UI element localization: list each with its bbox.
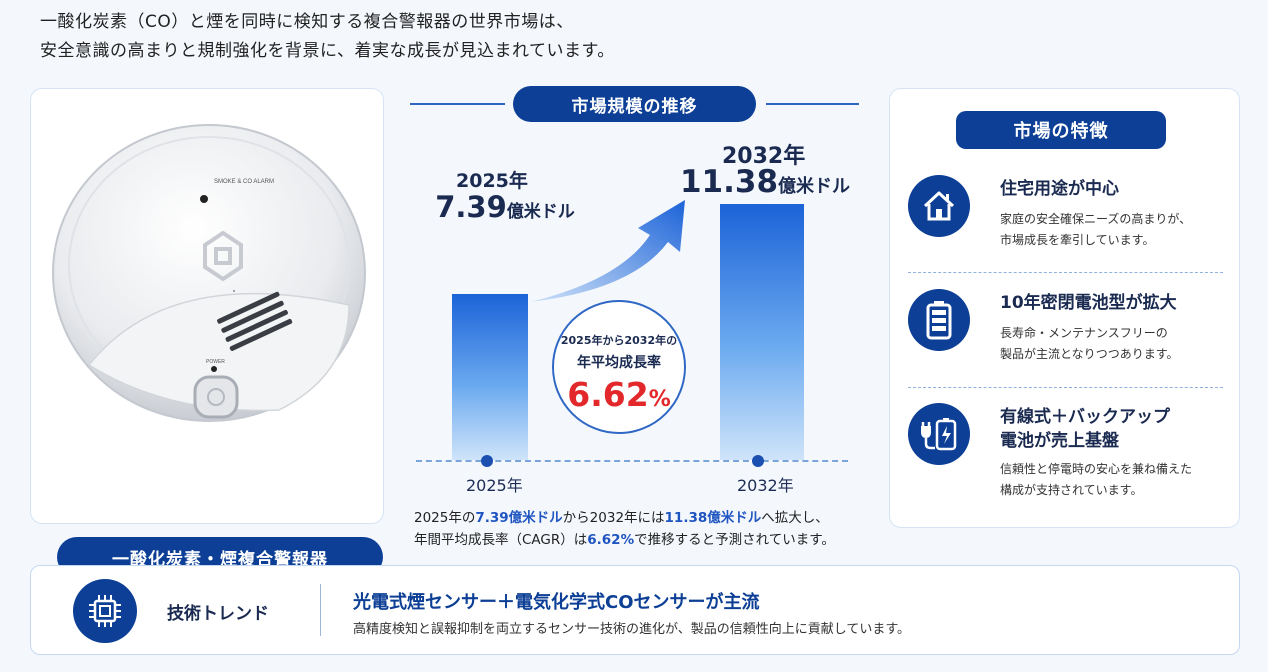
desc-highlight: 6.62% (587, 532, 635, 548)
smoke-co-detector-image: SMOKE & CO ALARM POWER (52, 124, 366, 422)
chip-icon (73, 579, 137, 643)
axis-dot-2025 (481, 455, 493, 467)
tech-trend-heading: 光電式煙センサー＋電気化学式COセンサーが主流 (353, 592, 760, 613)
intro-line-2: 安全意識の高まりと規制強化を背景に、着実な成長が見込まれています。 (40, 41, 615, 61)
feature-desc-line: 長寿命・メンテナンスフリーの (1000, 326, 1168, 340)
feature-desc-line: 信頼性と停電時の安心を兼ね備えた (1000, 462, 1193, 476)
battery-icon (908, 289, 970, 351)
product-card: SMOKE & CO ALARM POWER 一酸化炭素・煙複合警報器 (30, 88, 384, 577)
feature-desc-line: 製品が主流となりつつあります。 (1000, 347, 1179, 361)
bar-value-2025: 7.39億米ドル (420, 190, 590, 224)
tech-trend-label: 技術トレンド (167, 604, 269, 624)
feature-divider (908, 272, 1223, 273)
intro-line-1: 一酸化炭素（CO）と煙を同時に検知する複合警報器の世界市場は、 (40, 12, 574, 32)
device-power-text: POWER (206, 359, 225, 365)
title-line-left (410, 103, 505, 105)
chart-baseline (416, 460, 848, 462)
feature-heading: 10年密閉電池型が拡大 (1000, 293, 1177, 313)
cagr-label: 年平均成長率 (577, 355, 661, 371)
cagr-number: 6.62 (567, 375, 649, 414)
desc-text: 年間平均成長率（CAGR）は (414, 532, 588, 548)
feature-heading: 有線式＋バックアップ 電池が売上基盤 (1000, 405, 1170, 453)
cagr-period: 2025年から2032年の (560, 334, 678, 347)
desc-highlight: 11.38億米ドル (664, 510, 762, 526)
desc-highlight: 7.39億米ドル (475, 510, 563, 526)
bar-year-2032: 2032年 (722, 144, 806, 169)
tech-trend-desc: 高精度検知と誤報抑制を両立するセンサー技術の進化が、製品の信頼性向上に貢献してい… (353, 622, 911, 637)
feature-divider (908, 387, 1223, 388)
cagr-badge: 2025年から2032年の 年平均成長率 6.62% (552, 300, 686, 434)
feature-desc: 信頼性と停電時の安心を兼ね備えた 構成が支持されています。 (1000, 459, 1192, 501)
feature-desc: 長寿命・メンテナンスフリーの 製品が主流となりつつあります。 (1000, 323, 1179, 365)
feature-heading-line: 有線式＋バックアップ (1000, 407, 1170, 427)
feature-heading-line: 電池が売上基盤 (1000, 431, 1119, 451)
cagr-percent: % (648, 387, 671, 412)
bar-value-2032: 11.38億米ドル (670, 164, 860, 200)
bar-value-2025-number: 7.39 (435, 190, 507, 224)
features-title: 市場の特徴 (956, 111, 1166, 149)
device-top-text: SMOKE & CO ALARM (214, 179, 274, 185)
feature-battery: 10年密閉電池型が拡大 長寿命・メンテナンスフリーの 製品が主流となりつつありま… (908, 289, 1228, 379)
axis-dot-2032 (752, 455, 764, 467)
intro-text: 一酸化炭素（CO）と煙を同時に検知する複合警報器の世界市場は、 安全意識の高まり… (40, 8, 615, 66)
desc-text: から2032年には (562, 510, 665, 526)
feature-desc-line: 市場成長を牽引しています。 (1000, 233, 1155, 247)
title-line-right (766, 103, 859, 105)
desc-text: 2025年の (414, 510, 476, 526)
bar-2032 (720, 204, 804, 460)
feature-heading: 住宅用途が中心 (1000, 179, 1119, 199)
desc-text: で推移すると予測されています。 (634, 532, 835, 548)
house-icon (908, 175, 970, 237)
bar-value-2032-number: 11.38 (679, 164, 779, 200)
market-size-title: 市場規模の推移 (513, 86, 756, 122)
feature-desc-line: 家庭の安全確保ニーズの高まりが、 (1000, 212, 1192, 226)
cagr-value: 6.62% (554, 375, 684, 414)
market-description: 2025年の7.39億米ドルから2032年には11.38億米ドルへ拡大し、 年間… (414, 507, 835, 551)
growth-arrow-icon (530, 200, 685, 302)
feature-desc-line: 構成が支持されています。 (1000, 483, 1143, 497)
features-card: 市場の特徴 住宅用途が中心 家庭の安全確保ニーズの高まりが、 市場成長を牽引して… (889, 88, 1240, 528)
feature-wired-backup: 有線式＋バックアップ 電池が売上基盤 信頼性と停電時の安心を兼ね備えた 構成が支… (908, 403, 1228, 513)
desc-text: へ拡大し、 (761, 510, 829, 526)
tech-trend-card: 技術トレンド 光電式煙センサー＋電気化学式COセンサーが主流 高精度検知と誤報抑… (30, 565, 1240, 655)
trend-divider (320, 584, 321, 636)
bar-value-2032-unit: 億米ドル (778, 176, 851, 197)
feature-desc: 家庭の安全確保ニーズの高まりが、 市場成長を牽引しています。 (1000, 209, 1191, 251)
axis-label-2032: 2032年 (737, 476, 794, 495)
bar-2025 (452, 294, 528, 460)
bar-value-2025-unit: 億米ドル (506, 202, 575, 222)
feature-residential: 住宅用途が中心 家庭の安全確保ニーズの高まりが、 市場成長を牽引しています。 (908, 175, 1228, 265)
bar-year-2025: 2025年 (456, 170, 528, 192)
plug-battery-icon (908, 403, 970, 465)
axis-label-2025: 2025年 (466, 476, 523, 495)
